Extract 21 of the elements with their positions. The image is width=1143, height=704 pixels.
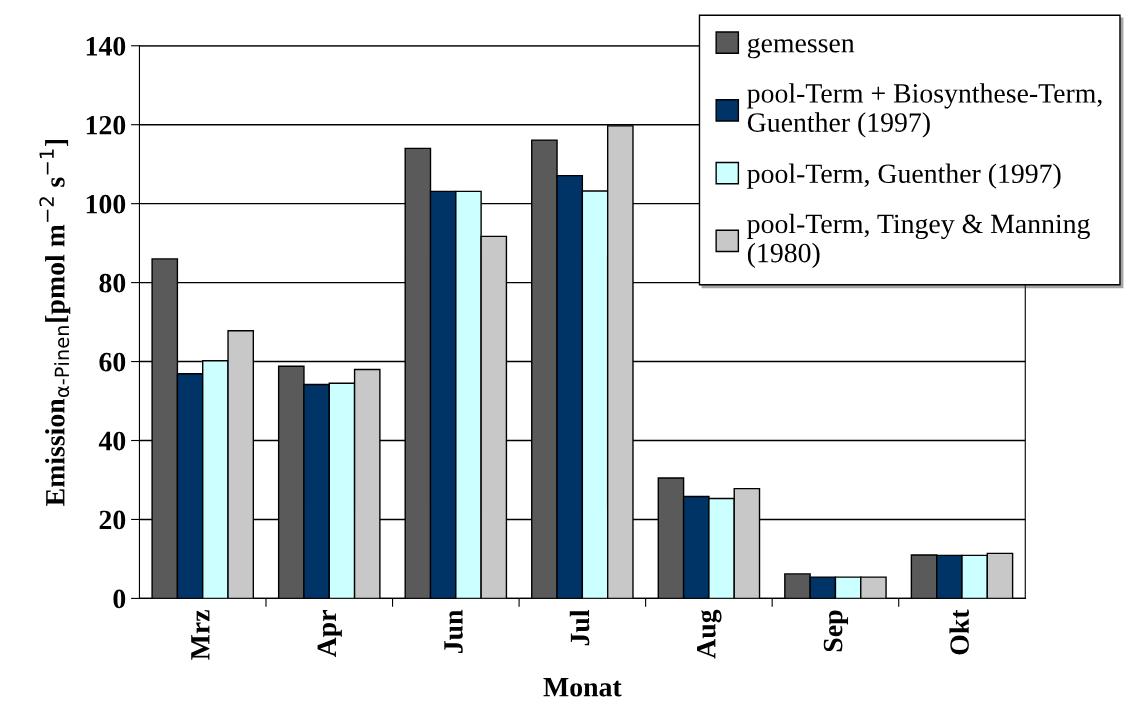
y-tick-label: 100 bbox=[86, 194, 126, 214]
y-tick-label: 80 bbox=[99, 273, 126, 293]
x-tick-label: Apr bbox=[317, 610, 342, 658]
x-tick-label: Jun bbox=[444, 609, 463, 653]
y-tick-label: 140 bbox=[86, 36, 126, 56]
legend-label: pool-Term, Guenther (1997) bbox=[747, 163, 1061, 189]
x-axis-title: Monat bbox=[543, 678, 622, 697]
x-tick-label: Aug bbox=[697, 609, 722, 659]
y-tick-label: 40 bbox=[98, 431, 126, 451]
y-tick-label: 0 bbox=[113, 589, 126, 609]
legend-label: gemessen bbox=[747, 37, 855, 59]
x-tick-label: Mrz bbox=[191, 610, 210, 660]
legend-label: pool-Term, Tingey & Manning (1980) bbox=[747, 213, 1090, 269]
x-tick-label: Jul bbox=[569, 609, 590, 646]
y-tick-label: 20 bbox=[99, 510, 126, 530]
legend-label: pool-Term + Biosynthese-Term, Guenther (1997) bbox=[747, 83, 1102, 138]
x-tick-label: Okt bbox=[949, 609, 969, 655]
x-tick-label: Sep bbox=[823, 610, 849, 652]
y-tick-label: 120 bbox=[86, 115, 126, 135]
y-axis-title: Emission$_{α-Pinen}$[pmol m$^{−2}$ s$^{−1}$] bbox=[39, 139, 71, 506]
y-tick-label: 60 bbox=[99, 352, 126, 372]
